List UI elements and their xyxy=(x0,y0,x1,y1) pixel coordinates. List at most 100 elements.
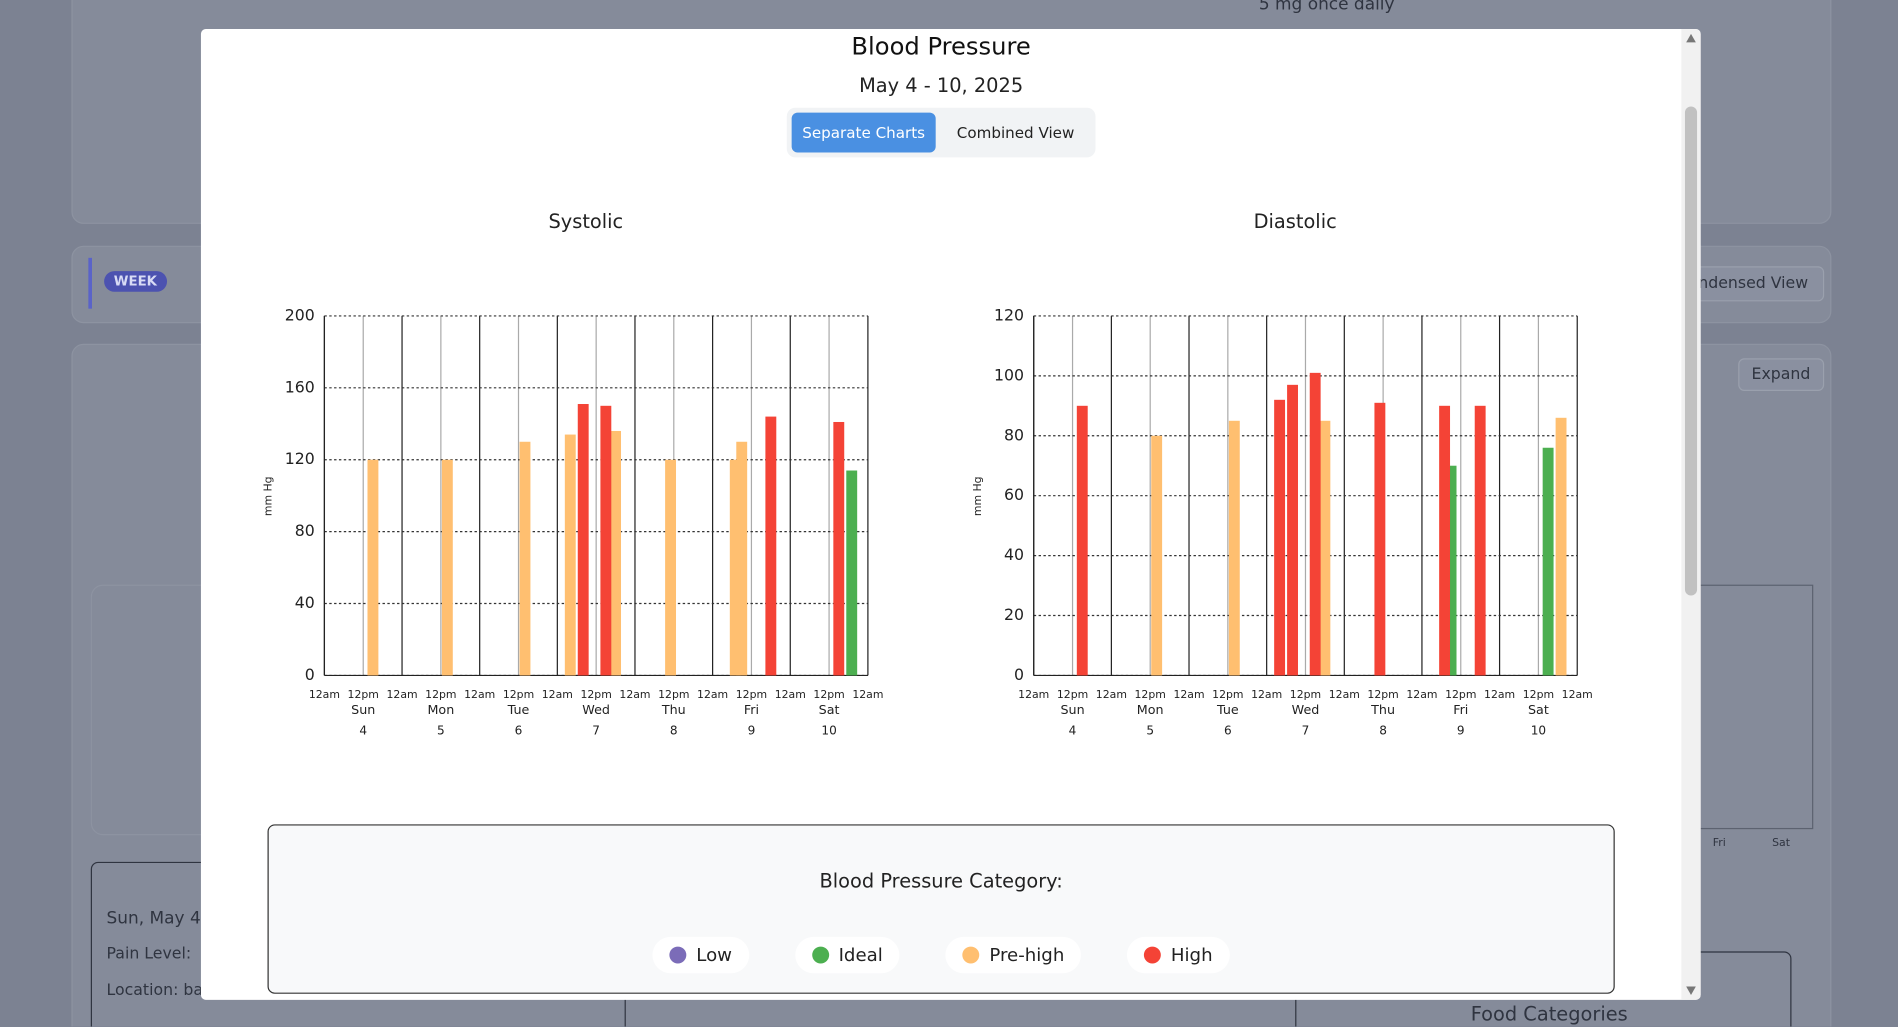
x-tick-label: 12am xyxy=(1329,688,1360,701)
view-toggle[interactable]: ndensed View xyxy=(1682,266,1824,302)
background-panel xyxy=(90,584,215,836)
x-tick-label: 12am xyxy=(1406,688,1437,701)
bar xyxy=(1374,402,1386,676)
day-number: 10 xyxy=(1531,724,1546,738)
bar xyxy=(1228,420,1240,676)
bar xyxy=(1474,405,1486,676)
bar xyxy=(564,434,576,676)
day-number: 9 xyxy=(748,724,756,738)
x-tick-label: 12am xyxy=(619,688,650,701)
x-tick-label: 12am xyxy=(1562,688,1593,701)
y-axis-label: mm Hg xyxy=(971,476,984,516)
period-badge[interactable]: WEEK xyxy=(104,271,167,292)
expand-button[interactable]: Expand xyxy=(1738,358,1824,391)
legend-item[interactable]: High xyxy=(1127,936,1230,974)
bar xyxy=(1309,372,1321,676)
bar xyxy=(577,404,589,676)
chart: Diastolic mm Hg 12am 12pm 12am 12pm 12am 12pm 12… xyxy=(971,210,1593,738)
x-tick-label: 12am xyxy=(464,688,495,701)
legend-label: Ideal xyxy=(838,944,883,966)
x-tick-label: 12pm xyxy=(503,688,534,701)
tab[interactable]: Separate Charts xyxy=(791,112,936,153)
y-tick-label: 20 xyxy=(1004,605,1024,624)
day-label: Sun xyxy=(351,702,375,717)
food-title: Food Categories xyxy=(1470,1002,1628,1026)
legend-swatch xyxy=(811,946,829,964)
legend-item[interactable]: Low xyxy=(652,936,749,974)
day-number: 7 xyxy=(592,724,600,738)
bar xyxy=(1076,405,1088,676)
y-tick-label: 40 xyxy=(1004,545,1024,564)
day-number: 7 xyxy=(1302,724,1310,738)
legend: Blood Pressure Category: Low Ideal Pre-hig… xyxy=(267,824,1615,994)
x-tick-label: 12pm xyxy=(1057,688,1088,701)
bar xyxy=(1151,435,1163,676)
bar xyxy=(833,421,845,676)
bar xyxy=(1274,399,1286,676)
legend-item[interactable]: Ideal xyxy=(794,936,900,974)
tab-group: Separate Charts Combined View xyxy=(786,107,1096,158)
y-tick-label: 200 xyxy=(285,305,315,324)
x-tick-label: 12pm xyxy=(1135,688,1166,701)
x-tick-label: 12pm xyxy=(348,688,379,701)
day-number: 6 xyxy=(1224,724,1232,738)
bar xyxy=(736,441,748,676)
x-tick-label: 12am xyxy=(386,688,417,701)
modal-title: Blood Pressure xyxy=(851,31,1031,61)
scroll-up[interactable] xyxy=(1686,33,1696,43)
y-axis-label: mm Hg xyxy=(262,476,275,516)
y-tick-label: 0 xyxy=(305,665,315,684)
bar xyxy=(1287,384,1298,676)
date-range: May 4 - 10, 2025 xyxy=(859,73,1024,97)
x-tick-label: 12pm xyxy=(813,688,844,701)
chart-title: Systolic xyxy=(549,210,624,233)
modal: Blood Pressure May 4 - 10, 2025 Separate… xyxy=(200,29,1701,1000)
day-label: Sat xyxy=(819,702,840,717)
bar xyxy=(729,459,741,676)
scroll-thumb[interactable] xyxy=(1684,106,1698,596)
legend-label: Low xyxy=(696,944,733,966)
x-tick-label: 12am xyxy=(1484,688,1515,701)
legend-title: Blood Pressure Category: xyxy=(819,869,1063,893)
x-tick-label: 12am xyxy=(542,688,573,701)
chart: Systolic mm Hg 12am 12pm 12am 12pm 12am 12pm 12a… xyxy=(262,210,884,738)
legend-swatch xyxy=(669,946,687,964)
y-tick-label: 120 xyxy=(994,305,1024,324)
bar xyxy=(367,459,379,676)
x-tick-label: 12pm xyxy=(1367,688,1398,701)
x-tick-label: 12pm xyxy=(1523,688,1554,701)
x-tick-label: 12am xyxy=(1251,688,1282,701)
x-tick-label: 12am xyxy=(309,688,340,701)
day-number: 5 xyxy=(437,724,445,738)
bar xyxy=(1542,447,1554,676)
legend-label: High xyxy=(1170,944,1213,966)
day-label: Fri xyxy=(1453,702,1468,717)
legend-swatch xyxy=(1144,946,1162,964)
scrollbar[interactable] xyxy=(1681,29,1701,1000)
legend-item[interactable]: Pre-high xyxy=(945,936,1082,974)
bar xyxy=(846,470,858,676)
bar xyxy=(1445,465,1457,676)
x-tick-label: 12am xyxy=(697,688,728,701)
day-number: 4 xyxy=(359,724,367,738)
y-tick-label: 60 xyxy=(1004,485,1024,504)
legend-label: Pre-high xyxy=(989,944,1065,966)
x-tick-label: 12am xyxy=(852,688,883,701)
x-tick-label: 12pm xyxy=(425,688,456,701)
bar xyxy=(600,405,612,676)
location-label: Location: bac xyxy=(106,981,212,1000)
background-calendar xyxy=(1694,584,1814,830)
bar xyxy=(441,459,453,676)
day-label: Fri xyxy=(744,702,759,717)
day-number: 8 xyxy=(1379,724,1387,738)
x-tick-label: 12pm xyxy=(1445,688,1476,701)
tab[interactable]: Combined View xyxy=(956,123,1075,142)
x-tick-label: 12pm xyxy=(658,688,689,701)
day-label: Tue xyxy=(507,702,530,717)
day-label: Sat xyxy=(1772,837,1790,850)
scroll-down[interactable] xyxy=(1686,986,1696,995)
y-tick-label: 40 xyxy=(295,593,315,612)
bar xyxy=(665,459,677,676)
